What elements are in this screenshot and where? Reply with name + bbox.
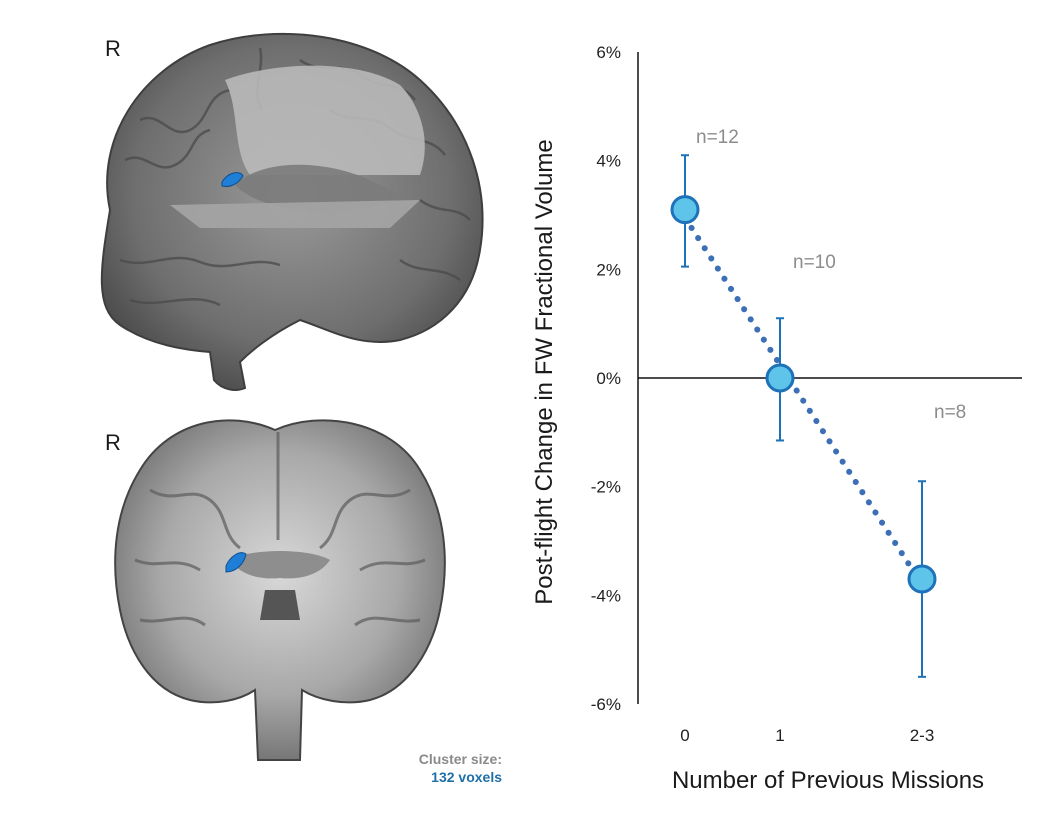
x-axis-title: Number of Previous Missions (672, 767, 984, 794)
data-point (670, 195, 700, 225)
data-point (907, 564, 937, 594)
brain-illustrations: R R (100, 32, 484, 761)
brain-images-panel: R R Cluster size: 132 voxels (0, 0, 520, 816)
y-tick-label: -6% (591, 695, 621, 714)
x-tick-label: 1 (775, 726, 784, 745)
fw-volume-chart: 6% 4% 2% 0% -2% -4% -6% 0 1 2-3 n=12 n=10 n=8 Post… (531, 43, 1022, 794)
sample-size-label: n=8 (934, 402, 966, 423)
cluster-size-caption: Cluster size: 132 voxels (360, 750, 502, 786)
trendline (682, 214, 925, 588)
sagittal-orientation-label: R (105, 36, 121, 61)
y-tick-labels: 6% 4% 2% 0% -2% -4% -6% (591, 43, 621, 714)
data-point (765, 363, 795, 393)
sample-size-labels: n=12 n=10 n=8 (696, 127, 966, 423)
coronal-orientation-label: R (105, 430, 121, 455)
y-tick-label: 6% (596, 43, 621, 62)
error-bars (681, 154, 926, 678)
x-tick-labels: 0 1 2-3 (680, 726, 934, 745)
cluster-size-title: Cluster size: (418, 751, 502, 767)
data-points (670, 195, 937, 594)
cluster-size-value: 132 voxels (431, 769, 502, 785)
y-tick-label: 0% (596, 369, 621, 388)
y-tick-label: 4% (596, 152, 621, 171)
y-tick-label: 2% (596, 260, 621, 279)
y-axis-title: Post-flight Change in FW Fractional Volu… (531, 139, 558, 605)
x-tick-label: 0 (680, 726, 689, 745)
coronal-brain: R (105, 419, 446, 761)
y-tick-label: -4% (591, 586, 621, 605)
sagittal-brain: R (100, 32, 484, 391)
x-tick-label: 2-3 (910, 726, 935, 745)
sample-size-label: n=10 (793, 252, 836, 273)
y-tick-label: -2% (591, 478, 621, 497)
sample-size-label: n=12 (696, 127, 739, 148)
